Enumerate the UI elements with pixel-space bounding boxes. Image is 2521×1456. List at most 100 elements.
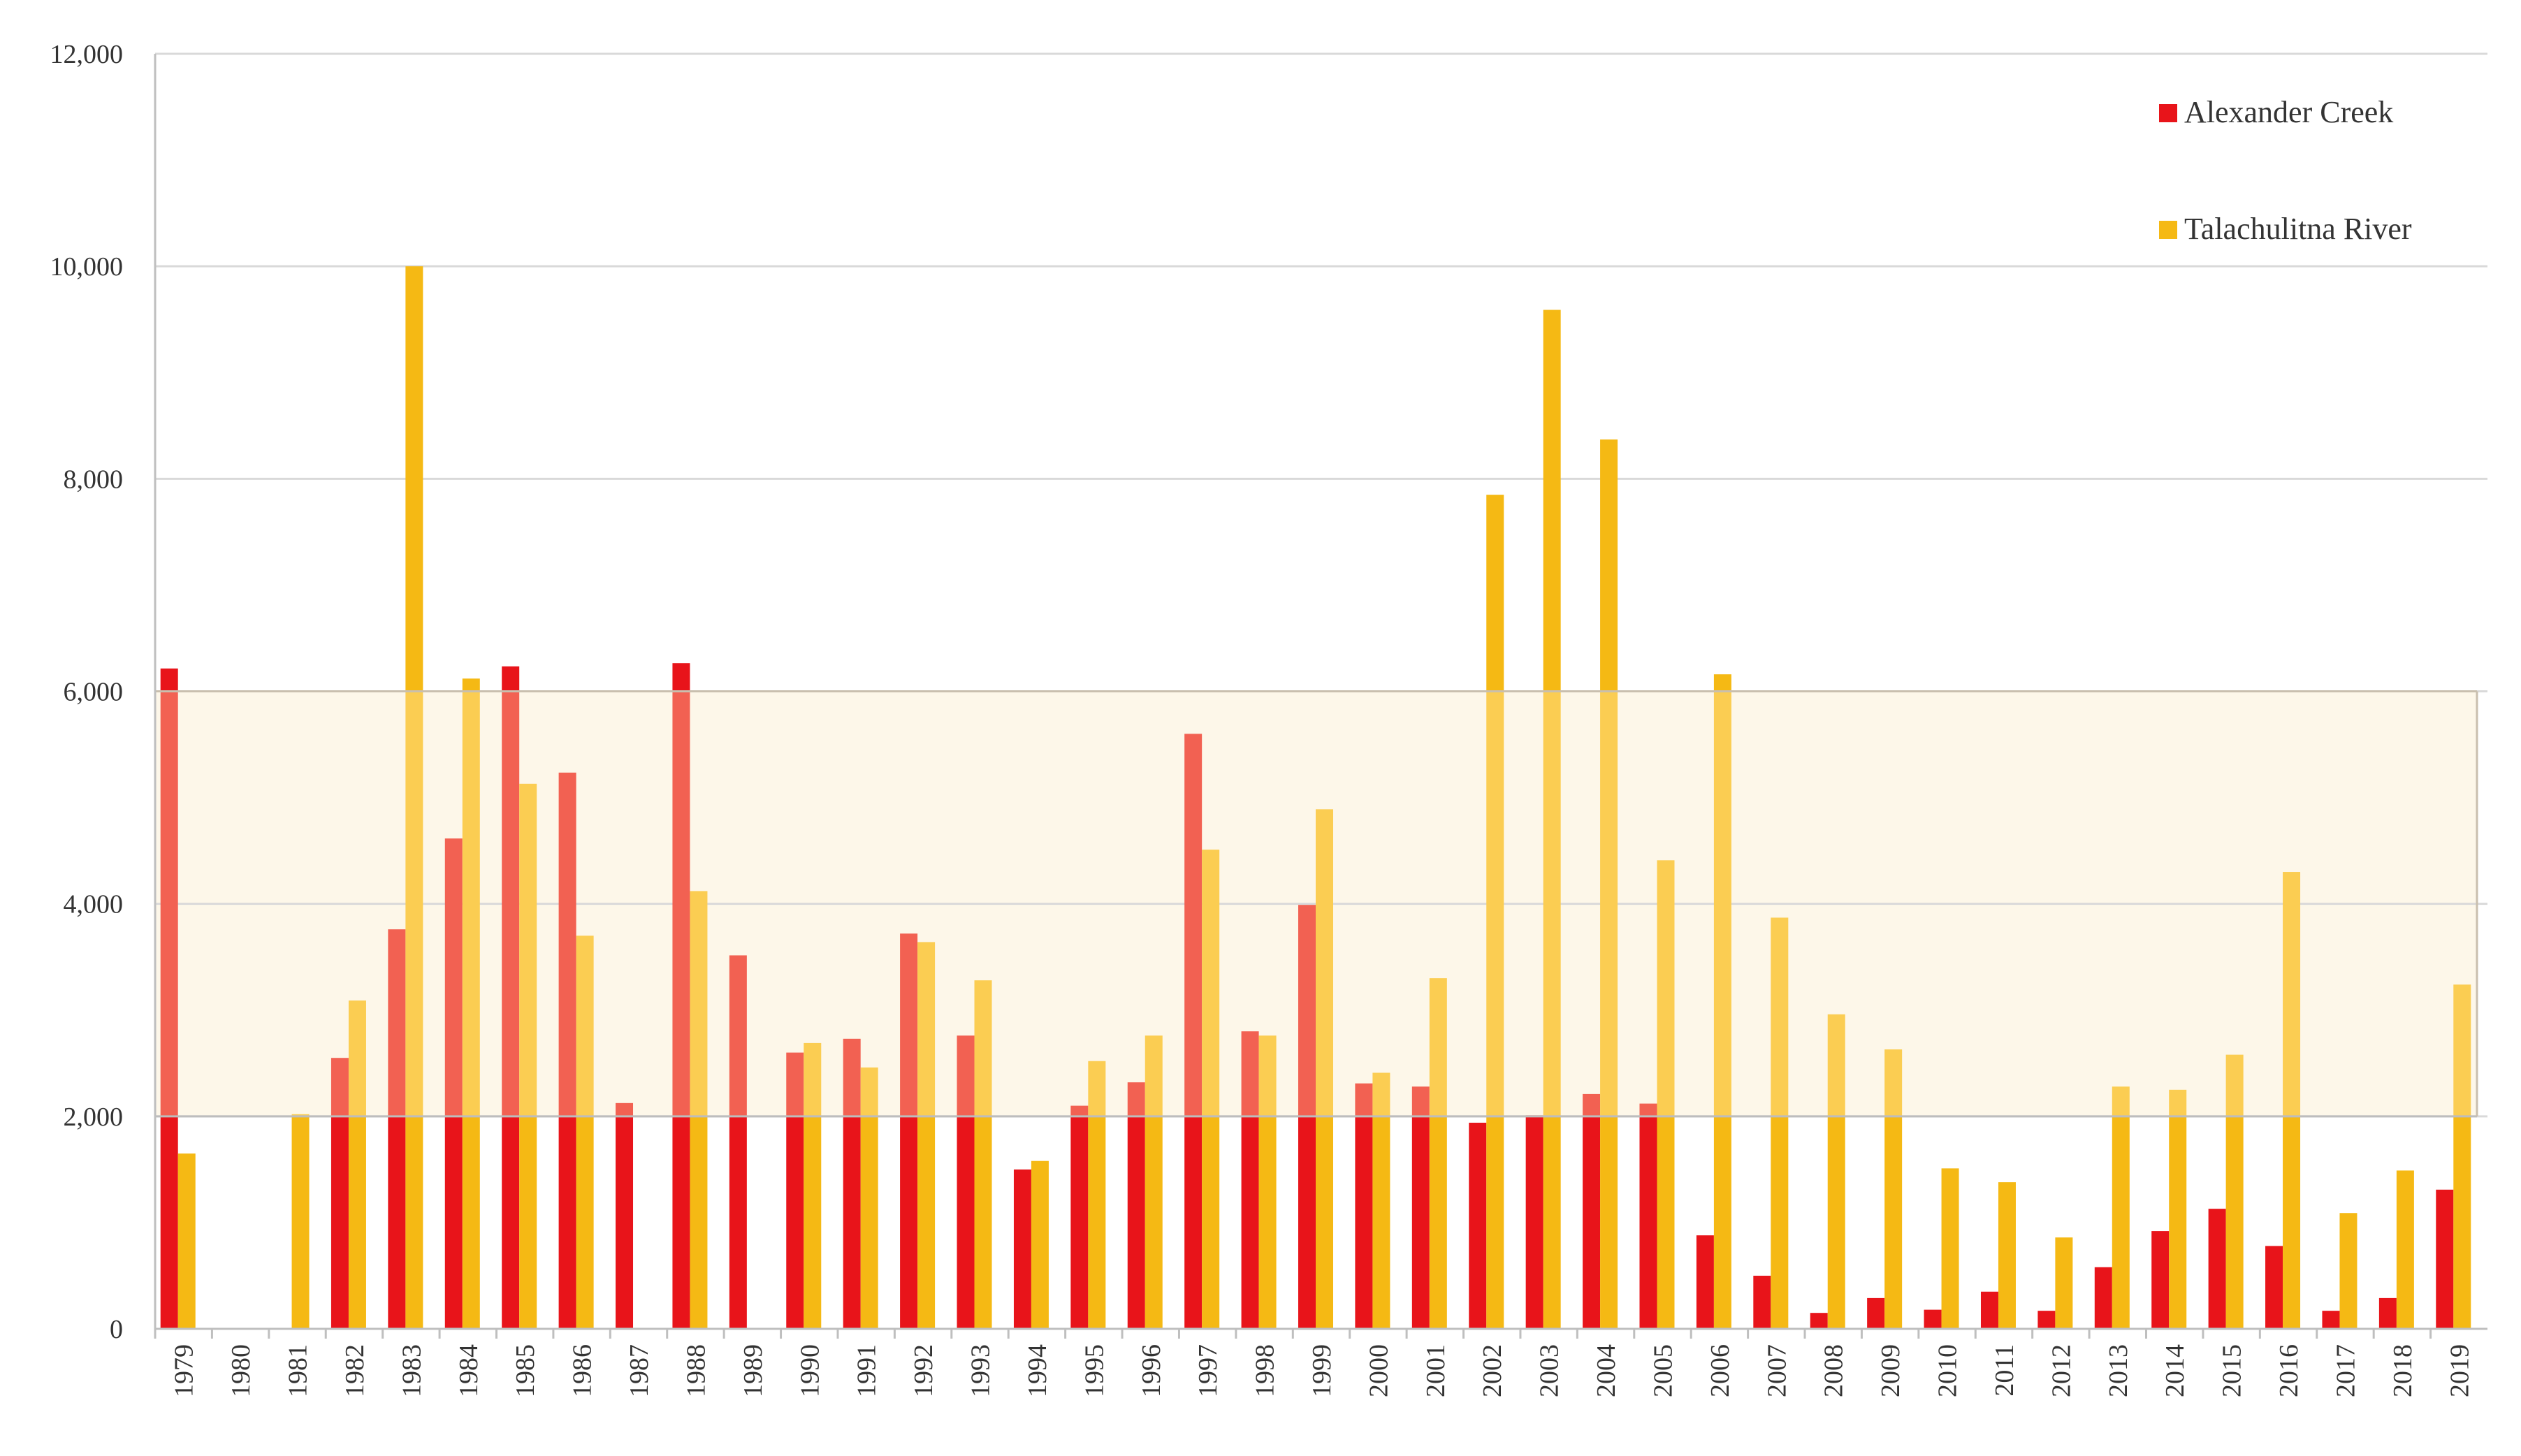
legend-swatch-talachulitna-river [2159,221,2177,239]
bar-segment-below-band [1639,1116,1657,1329]
bar-segment-below-band [1469,1122,1487,1329]
bar-alexander-creek-2013 [2094,1267,2112,1329]
bar-segment-below-band [291,1116,310,1329]
x-tick-label: 2009 [1876,1344,1905,1397]
bar-segment-in-band [330,1058,349,1116]
band-outline-layer [155,690,2478,1118]
bar-segment-below-band [1924,1309,1942,1329]
x-tick-label: 2005 [1648,1344,1678,1397]
x-tick-label: 2007 [1762,1344,1792,1397]
bar-segment-in-band [2112,1086,2130,1116]
bar-alexander-creek-1986 [558,772,576,1329]
bar-segment-in-band [1241,1031,1259,1116]
bar-alexander-creek-1999 [1298,905,1316,1329]
bar-segment-below-band [576,1116,594,1329]
bar-segment-above-band [405,266,423,692]
bar-segment-below-band [348,1116,366,1329]
bar-segment-in-band [1486,691,1504,1116]
x-tick-label: 2004 [1592,1344,1621,1397]
bar-alexander-creek-1995 [1070,1105,1089,1329]
bar-alexander-creek-1988 [672,663,690,1329]
bar-segment-below-band [843,1116,861,1329]
bar-segment-below-band [957,1116,975,1329]
x-tick-label: 2019 [2445,1344,2474,1397]
bar-segment-below-band [2283,1116,2301,1329]
bar-segment-below-band [2169,1116,2187,1329]
bar-talachulitna-river-2017 [2339,1213,2357,1329]
bar-segment-below-band [1145,1116,1163,1329]
bar-alexander-creek-2017 [2322,1311,2340,1329]
bar-segment-below-band [1753,1275,1771,1329]
x-tick-label: 1985 [511,1344,540,1397]
bar-segment-below-band [2055,1237,2073,1329]
x-tick-label: 1979 [170,1344,199,1397]
x-tick-label: 1984 [454,1344,484,1397]
x-tick-label: 1999 [1307,1344,1337,1397]
bars [160,266,2471,1329]
bar-segment-below-band [1600,1116,1618,1329]
bar-talachulitna-river-2009 [1884,1049,1903,1329]
bar-segment-below-band [2225,1116,2244,1329]
bar-talachulitna-river-1986 [576,936,594,1329]
bar-alexander-creek-2016 [2265,1246,2283,1329]
bar-alexander-creek-2012 [2037,1311,2056,1329]
bar-alexander-creek-1996 [1127,1082,1145,1329]
bar-talachulitna-river-2005 [1657,860,1675,1329]
bar-segment-above-band [1543,310,1561,692]
bar-alexander-creek-1985 [502,666,520,1329]
bar-segment-in-band [974,980,992,1116]
bar-talachulitna-river-2008 [1827,1014,1845,1329]
x-tick-label: 2017 [2331,1344,2360,1397]
bar-segment-in-band [690,891,708,1116]
bar-segment-in-band [2283,872,2301,1116]
bar-segment-above-band [1600,439,1618,692]
x-tick-label: 1993 [966,1344,996,1397]
bar-segment-in-band [786,1052,804,1116]
bar-talachulitna-river-2015 [2225,1054,2244,1329]
bar-segment-in-band [1145,1035,1163,1116]
bar-segment-below-band [330,1116,349,1329]
bar-segment-below-band [405,1116,423,1329]
bar-segment-below-band [786,1116,804,1329]
x-tick-label: 1986 [568,1344,597,1397]
bar-segment-below-band [616,1116,634,1329]
bar-segment-below-band [2094,1267,2112,1329]
bar-segment-in-band [804,1042,822,1116]
bar-segment-below-band [444,1116,463,1329]
bar-alexander-creek-2015 [2208,1209,2226,1329]
bar-talachulitna-river-2014 [2169,1089,2187,1329]
bar-talachulitna-river-1999 [1316,809,1333,1329]
bar-segment-below-band [1184,1116,1203,1329]
x-tick-label: 1980 [226,1344,256,1397]
bar-alexander-creek-2014 [2151,1231,2170,1329]
bar-segment-in-band [1583,1093,1601,1116]
bar-segment-in-band [1543,691,1561,1116]
bar-segment-below-band [1127,1116,1145,1329]
bar-segment-below-band [860,1116,878,1329]
x-tick-label: 1990 [795,1344,824,1397]
bar-talachulitna-river-1979 [177,1153,196,1329]
bar-talachulitna-river-1998 [1258,1035,1277,1329]
bar-alexander-creek-2006 [1696,1235,1714,1329]
bar-segment-in-band [843,1038,861,1116]
bar-segment-below-band [2396,1170,2414,1329]
bar-segment-in-band [616,1102,634,1116]
bar-alexander-creek-1982 [330,1058,349,1329]
bar-segment-below-band [1429,1116,1447,1329]
bar-segment-in-band [160,691,178,1116]
bar-segment-in-band [1600,691,1618,1116]
x-tick-label: 1989 [739,1344,768,1397]
legend-label-talachulitna-river: Talachulitna River [2184,212,2412,246]
bar-segment-below-band [1411,1116,1430,1329]
bar-segment-in-band [1429,978,1447,1116]
x-tick-label: 2000 [1364,1344,1393,1397]
bar-segment-below-band [1013,1169,1031,1329]
bar-talachulitna-river-2012 [2055,1237,2073,1329]
bar-alexander-creek-1979 [160,668,178,1329]
bar-segment-below-band [974,1116,992,1329]
bar-segment-below-band [729,1116,747,1329]
bar-segment-below-band [1884,1116,1903,1329]
bar-segment-in-band [1088,1061,1106,1116]
bar-talachulitna-river-1997 [1202,850,1220,1329]
legend-swatch-alexander-creek [2159,104,2177,122]
